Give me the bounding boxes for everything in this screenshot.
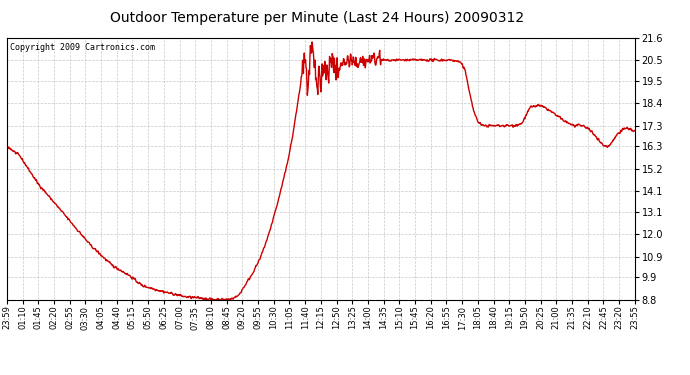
Text: Outdoor Temperature per Minute (Last 24 Hours) 20090312: Outdoor Temperature per Minute (Last 24 … xyxy=(110,11,524,25)
Text: Copyright 2009 Cartronics.com: Copyright 2009 Cartronics.com xyxy=(10,43,155,52)
